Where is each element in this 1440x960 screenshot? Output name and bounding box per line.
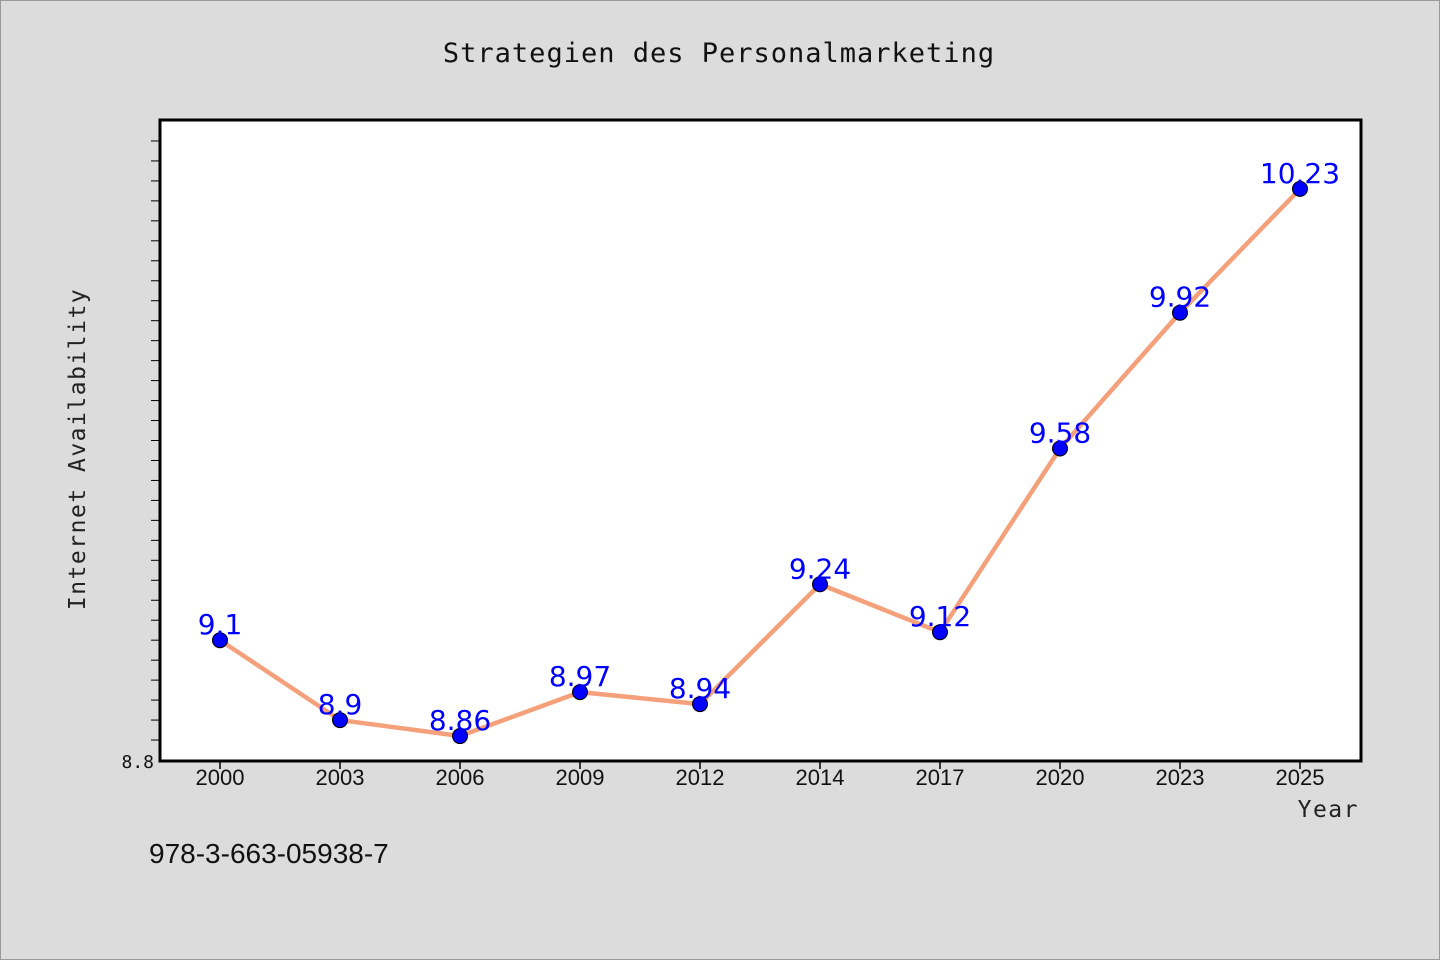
data-point bbox=[1052, 440, 1068, 457]
x-tick-label: 2006 bbox=[436, 765, 485, 790]
data-label: 8.9 bbox=[318, 688, 363, 721]
series-layer: 9.1 8.9 8.86 8.97 8.94 9.24 9.12 9.58 9.92 10.23 bbox=[198, 157, 1340, 745]
y-axis-label: Internet Availability bbox=[65, 288, 91, 610]
x-tick-label: 2023 bbox=[1156, 765, 1205, 790]
x-tick-label: 2020 bbox=[1036, 765, 1085, 790]
data-label: 9.92 bbox=[1149, 281, 1211, 314]
identifier-text: 978-3-663-05938-7 bbox=[149, 838, 389, 869]
data-point bbox=[332, 712, 348, 729]
data-label: 9.24 bbox=[789, 552, 851, 585]
data-label: 9.12 bbox=[909, 600, 971, 633]
data-label: 8.97 bbox=[549, 660, 611, 693]
x-axis-ticks: 2000 2003 2006 2009 2012 2014 2017 2020 2023 2025 bbox=[196, 762, 1325, 790]
data-point bbox=[932, 624, 948, 641]
x-tick-label: 2012 bbox=[676, 765, 725, 790]
plot-area bbox=[158, 118, 1363, 763]
data-point bbox=[212, 632, 228, 649]
data-point bbox=[572, 684, 588, 701]
data-point bbox=[452, 728, 468, 745]
data-point bbox=[692, 696, 708, 713]
x-tick-label: 2000 bbox=[196, 765, 245, 790]
data-label: 8.94 bbox=[669, 672, 731, 705]
y-axis-ticks bbox=[151, 140, 159, 741]
data-point bbox=[812, 576, 828, 593]
x-tick-label: 2009 bbox=[556, 765, 605, 790]
series-line bbox=[217, 186, 1303, 739]
x-tick-label: 2003 bbox=[316, 765, 365, 790]
x-tick-label: 2025 bbox=[1276, 765, 1325, 790]
y-tick-label-min: 8.8 bbox=[121, 752, 154, 773]
data-point bbox=[1292, 180, 1308, 197]
x-tick-label: 2017 bbox=[916, 765, 965, 790]
data-label: 9.58 bbox=[1029, 416, 1091, 449]
chart-title: Strategien des Personalmarketing bbox=[443, 38, 995, 69]
x-axis-label: Year bbox=[1298, 797, 1359, 823]
x-tick-label: 2014 bbox=[796, 765, 845, 790]
data-point bbox=[1172, 304, 1188, 321]
data-label: 9.1 bbox=[198, 608, 243, 641]
data-label: 8.86 bbox=[429, 704, 491, 737]
data-label: 10.23 bbox=[1260, 157, 1340, 190]
